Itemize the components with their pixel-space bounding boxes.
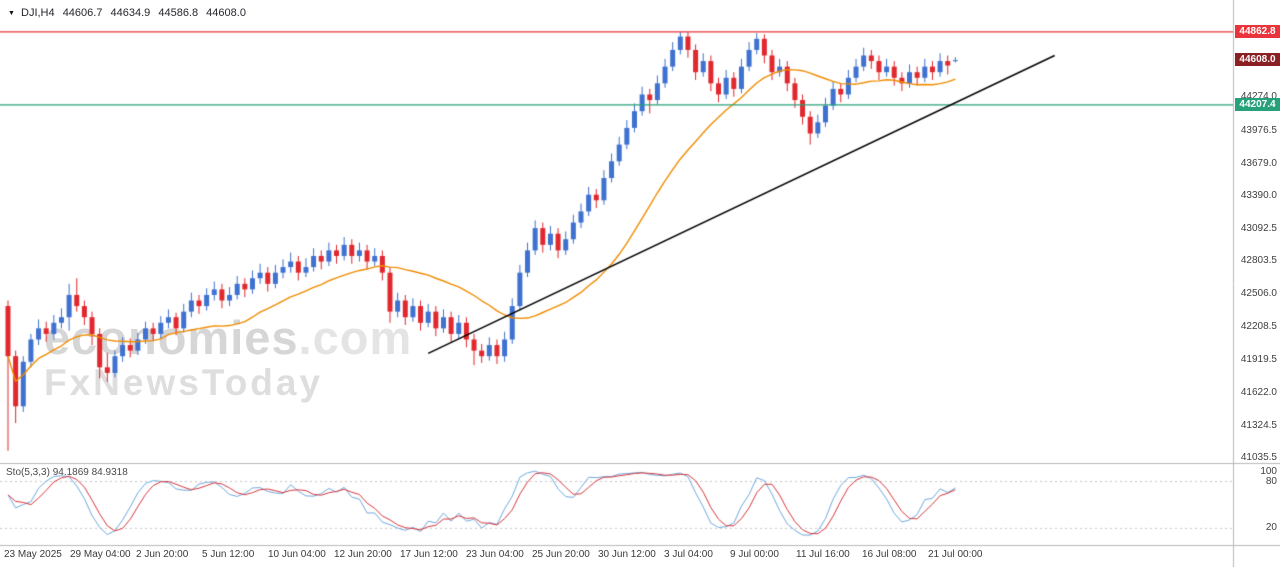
price-tick-label: 43976.5	[1240, 124, 1277, 136]
price-tick-label: 41035.5	[1240, 452, 1277, 464]
price-tick-label: 41622.0	[1240, 386, 1277, 398]
date-tick-label: 29 May 04:00	[70, 549, 131, 560]
support-price-badge: 44207.4	[1235, 97, 1280, 111]
ohlc-open: 44606.7	[62, 7, 103, 19]
date-tick-label: 21 Jul 00:00	[928, 549, 983, 560]
price-tick-label: 41324.5	[1240, 419, 1277, 431]
ohlc-high: 44634.9	[110, 7, 151, 19]
indicator-tick-label: 100	[1260, 466, 1277, 477]
price-tick-label: 42208.5	[1240, 321, 1277, 333]
price-tick-label: 43092.5	[1240, 222, 1277, 234]
date-tick-label: 12 Jun 20:00	[334, 549, 392, 560]
date-tick-label: 10 Jun 04:00	[268, 549, 326, 560]
last-price-badge: 44608.0	[1235, 53, 1280, 67]
date-tick-label: 2 Jun 20:00	[136, 549, 189, 560]
resistance-price-badge: 44862.8	[1235, 24, 1280, 38]
ohlc-close: 44608.0	[206, 7, 246, 19]
symbol-marker-icon: ▼	[8, 10, 15, 17]
date-tick-label: 30 Jun 12:00	[598, 549, 656, 560]
ohlc-low: 44586.8	[158, 7, 199, 19]
indicator-tick-label: 20	[1265, 522, 1277, 534]
indicator-tick-label: 80	[1265, 475, 1277, 487]
date-tick-label: 5 Jun 12:00	[202, 549, 255, 560]
stochastic-label: Sto(5,3,3) 94.1869 84.9318	[6, 467, 128, 478]
price-tick-label: 43679.0	[1240, 157, 1277, 169]
price-tick-label: 43390.0	[1240, 189, 1277, 201]
symbol-info: ▼ DJI,H4 44606.7 44634.9 44586.8 44608.0	[8, 7, 251, 19]
price-tick-label: 42803.5	[1240, 255, 1277, 267]
date-tick-label: 3 Jul 04:00	[664, 549, 713, 560]
price-tick-label: 41919.5	[1240, 353, 1277, 365]
date-tick-label: 25 Jun 20:00	[532, 549, 590, 560]
price-tick-label: 42506.0	[1240, 288, 1277, 300]
price-tick-label: 44274.0	[1241, 91, 1277, 102]
date-tick-label: 23 May 2025	[4, 549, 62, 560]
symbol-name: DJI,H4	[21, 7, 55, 19]
date-tick-label: 17 Jun 12:00	[400, 549, 458, 560]
date-tick-label: 23 Jun 04:00	[466, 549, 524, 560]
date-tick-label: 11 Jul 16:00	[796, 549, 850, 560]
date-tick-label: 16 Jul 08:00	[862, 549, 917, 560]
price-axis[interactable]: 44274.0 43976.5 43679.0 43390.0 43092.5 42803…	[1233, 0, 1280, 545]
date-tick-label: 9 Jul 00:00	[730, 549, 779, 560]
